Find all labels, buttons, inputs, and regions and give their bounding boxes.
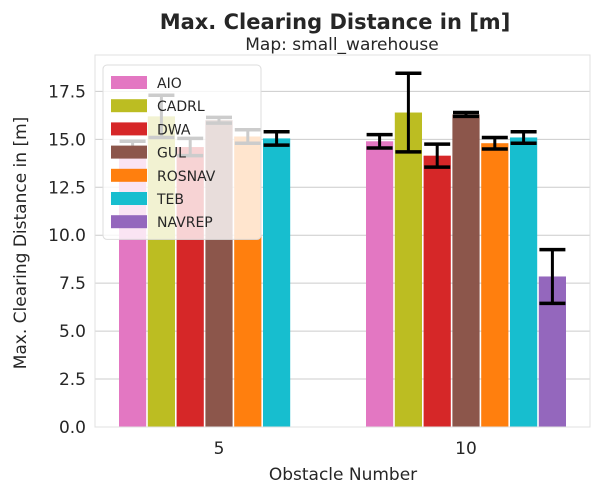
y-tick-label: 15.0 <box>48 130 86 150</box>
y-tick-label: 5.0 <box>59 322 86 342</box>
legend-swatch-aio <box>111 76 147 89</box>
y-tick-label: 2.5 <box>59 370 86 390</box>
bar-gul-10 <box>452 114 480 427</box>
legend-swatch-teb <box>111 192 147 205</box>
bar-rosnav-10 <box>481 143 509 428</box>
y-tick-label: 10.0 <box>48 226 86 246</box>
plot-area: 0.0 2.5 5.0 7.5 10.0 12.5 15.0 17.5 5 10 AIO CADRL D… <box>48 54 591 459</box>
x-tick-label: 10 <box>455 439 477 459</box>
x-axis-label: Obstacle Number <box>269 465 417 485</box>
legend-swatch-gul <box>111 145 147 159</box>
chart-title: Max. Clearing Distance in [m] <box>160 10 511 34</box>
legend-label-cadrl: CADRL <box>157 99 205 115</box>
legend-label-gul: GUL <box>157 146 186 162</box>
y-tick-label: 7.5 <box>59 274 86 294</box>
y-tick-label: 12.5 <box>48 178 86 198</box>
legend-label-navrep: NAVREP <box>157 215 213 231</box>
legend-label-rosnav: ROSNAV <box>157 169 216 185</box>
bar-cadrl-10 <box>394 112 422 428</box>
bar-teb-10 <box>510 137 538 427</box>
bar-dwa-10 <box>423 155 451 427</box>
bar-teb-5 <box>263 138 291 428</box>
legend-label-aio: AIO <box>157 76 182 92</box>
plot-frame <box>94 54 591 428</box>
legend-label-dwa: DWA <box>157 122 191 138</box>
legend-swatch-navrep <box>111 215 147 229</box>
bar-aio-10 <box>366 141 394 427</box>
y-axis-label: Max. Clearing Distance in [m] <box>11 117 31 370</box>
legend-label-teb: TEB <box>156 192 184 208</box>
x-tick-label: 5 <box>214 439 225 459</box>
legend-swatch-rosnav <box>111 168 147 182</box>
y-tick-label: 17.5 <box>48 82 86 102</box>
chart-subtitle: Map: small_warehouse <box>245 35 438 55</box>
legend-swatch-dwa <box>111 122 147 136</box>
y-tick-label: 0.0 <box>59 418 86 438</box>
legend-swatch-cadrl <box>111 99 147 113</box>
